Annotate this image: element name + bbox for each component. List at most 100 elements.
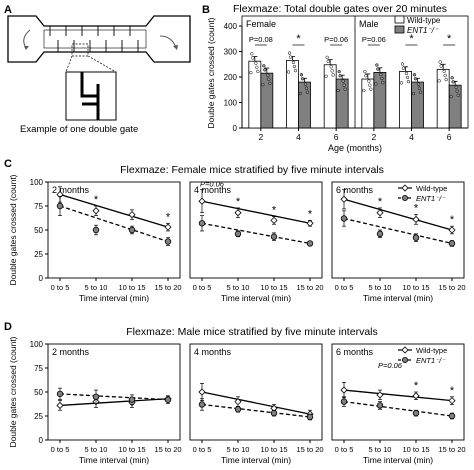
chart-d-x-label: Time interval (min) (79, 455, 149, 465)
chart-c-series-line (59, 205, 169, 243)
chart-b-y-tick-label: 100 (224, 99, 238, 108)
chart-b-y-tick-label: 400 (224, 22, 238, 31)
chart-d-point-wt (56, 401, 64, 410)
chart-b-data-dot (286, 70, 291, 74)
chart-d-x-tick-label: 5 to 10 (85, 445, 108, 454)
panel-c: C Flexmaze: Female mice stratified by fi… (4, 158, 466, 303)
chart-b-bar (411, 81, 424, 129)
chart-b: Flexmaze: Total double gates over 20 min… (206, 3, 469, 153)
chart-b-data-dot (326, 59, 330, 64)
chart-b-data-dot (369, 87, 373, 91)
chart-b-data-dot (300, 77, 305, 81)
chart-b-data-dot (304, 86, 309, 90)
chart-b-bar (335, 78, 349, 129)
chart-c-point-ent1 (128, 226, 136, 234)
chart-c-point-ent1 (270, 233, 278, 240)
chart-b-data-dot (367, 79, 371, 83)
chart-d-sig-label: * (450, 385, 455, 397)
chart-b-data-dot (251, 56, 255, 60)
chart-c: Flexmaze: Female mice stratified by five… (8, 164, 466, 303)
chart-b-data-dot (400, 62, 405, 66)
chart-c-point-ent1 (448, 240, 456, 247)
chart-c-x-tick-label: 10 to 15 (118, 283, 145, 292)
chart-c-x-tick-label: 10 to 15 (402, 283, 429, 292)
chart-b-data-dot (336, 88, 340, 93)
chart-c-y-tick-label: 50 (34, 226, 43, 235)
chart-b-data-dot (330, 69, 334, 73)
chart-c-point-ent1 (306, 240, 314, 247)
chart-c-series-line (343, 198, 453, 231)
chart-d-series-line (201, 403, 311, 418)
chart-c-point-ent1 (198, 220, 206, 227)
chart-c-point-ent1 (340, 215, 348, 222)
chart-b-data-dot (298, 91, 303, 96)
chart-b-data-dot (439, 64, 443, 68)
chart-c-point-wt (306, 219, 314, 227)
chart-b-data-dot (343, 87, 347, 91)
chart-b-data-dot (401, 66, 406, 70)
chart-c-sig-label: * (450, 214, 455, 226)
panel-d: D Flexmaze: Male mice stratified by five… (4, 321, 466, 465)
chart-b-data-dot (341, 79, 345, 83)
chart-d-point-ent1 (270, 409, 278, 417)
chart-b-legend-swatch-wt (394, 15, 405, 24)
chart-c-point-wt (92, 207, 100, 215)
chart-c-subplot-title: 4 months (194, 185, 232, 195)
maze-corridor-inner (43, 29, 147, 49)
chart-b-x-tick-label: 6 (447, 132, 452, 142)
panel-c-letter: C (4, 158, 12, 170)
chart-d-point-ent1 (234, 406, 242, 413)
chart-c-x-tick-label: 10 to 15 (260, 283, 287, 292)
chart-c-subplot-title: 2 months (52, 185, 90, 195)
chart-b-bar (448, 84, 462, 129)
zoom-line-right (87, 55, 117, 73)
chart-b-x-tick-label: 6 (334, 132, 339, 142)
chart-d-point-ent1 (376, 402, 384, 409)
chart-b-data-dot (261, 83, 265, 87)
chart-c-point-wt (198, 197, 206, 205)
chart-d-point-ent1 (198, 401, 206, 408)
chart-c-x-tick-label: 15 to 20 (296, 283, 323, 292)
panel-b-letter: B (202, 4, 210, 16)
chart-d: Flexmaze: Male mice stratified by five m… (8, 326, 466, 465)
chart-b-data-dot (331, 73, 335, 77)
chart-c-y-tick-label: 100 (30, 178, 44, 187)
chart-c-sig-label: * (236, 196, 241, 208)
chart-d-point-ent1 (448, 412, 456, 420)
chart-c-sig-label: * (308, 208, 313, 220)
chart-c-point-wt (270, 216, 278, 224)
chart-b-group-label: Male (359, 19, 379, 29)
chart-d-legend-label-ent1: ENT1⁻/⁻ (416, 356, 446, 365)
chart-d-sig-label: * (414, 380, 419, 392)
chart-c-series-line (59, 193, 169, 228)
chart-b-data-dot (288, 55, 293, 59)
chart-d-x-label: Time interval (min) (363, 455, 433, 465)
chart-d-y-tick-label: 50 (34, 388, 43, 397)
chart-d-legend-label-wt: Wild-type (416, 346, 447, 355)
gate-detail-box (65, 71, 117, 121)
chart-b-data-dot (404, 71, 409, 76)
chart-b-data-dot (268, 81, 272, 86)
chart-d-point-wt (198, 388, 206, 396)
chart-b-data-dot (267, 77, 271, 81)
chart-c-x-tick-label: 0 to 5 (193, 283, 212, 292)
panel-b: B Flexmaze: Total double gates over 20 m… (202, 3, 469, 153)
chart-c-title: Flexmaze: Female mice stratified by five… (120, 164, 384, 176)
chart-b-y-tick-label: 200 (224, 73, 238, 82)
chart-d-x-tick-label: 5 to 10 (369, 445, 392, 454)
panel-a-letter: A (4, 4, 12, 16)
chart-b-data-dot (416, 82, 421, 86)
chart-b-data-dot (256, 69, 260, 74)
chart-d-subplot-title: 4 months (194, 347, 232, 357)
chart-d-point-ent1 (164, 396, 172, 403)
chart-b-bar (361, 78, 375, 129)
chart-c-x-label: Time interval (min) (79, 293, 149, 303)
chart-b-data-dot (376, 67, 380, 71)
maze-outline (7, 15, 191, 63)
chart-d-point-wt (412, 392, 420, 400)
chart-b-x-tick-label: 2 (371, 132, 376, 142)
chart-b-data-dot (287, 51, 292, 55)
chart-b-data-dot (417, 86, 422, 90)
chart-b-data-dot (379, 72, 383, 77)
